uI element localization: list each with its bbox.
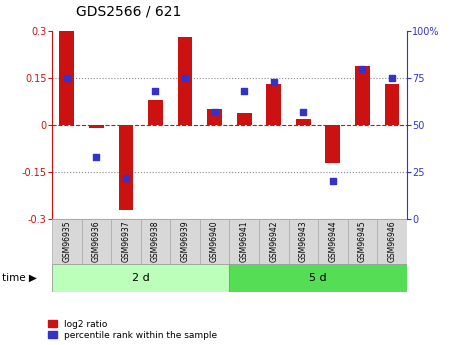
Text: GSM96941: GSM96941 — [240, 221, 249, 262]
Text: GSM96940: GSM96940 — [210, 221, 219, 262]
Text: GDS2566 / 621: GDS2566 / 621 — [76, 5, 181, 19]
Text: GSM96946: GSM96946 — [387, 221, 396, 262]
Point — [240, 88, 248, 94]
Point — [122, 175, 130, 180]
Bar — [207, 109, 222, 125]
Text: GSM96939: GSM96939 — [181, 221, 190, 262]
Bar — [229, 219, 259, 264]
Bar — [52, 219, 81, 264]
Bar — [200, 219, 229, 264]
Text: GSM96944: GSM96944 — [328, 221, 337, 262]
Bar — [140, 219, 170, 264]
Bar — [178, 37, 193, 125]
Bar — [81, 219, 111, 264]
Point — [152, 88, 159, 94]
Bar — [385, 84, 399, 125]
Text: time ▶: time ▶ — [2, 273, 37, 283]
Bar — [259, 219, 289, 264]
Bar — [348, 219, 377, 264]
Bar — [148, 100, 163, 125]
Point — [181, 75, 189, 81]
Point — [388, 75, 396, 81]
Point — [359, 66, 366, 71]
Bar — [119, 125, 133, 210]
Text: GSM96942: GSM96942 — [269, 221, 278, 262]
Text: GSM96938: GSM96938 — [151, 221, 160, 262]
Point — [93, 154, 100, 160]
Text: GSM96936: GSM96936 — [92, 221, 101, 262]
Bar — [237, 112, 252, 125]
Text: GSM96937: GSM96937 — [122, 221, 131, 262]
Text: 2 d: 2 d — [132, 273, 149, 283]
Text: GSM96945: GSM96945 — [358, 221, 367, 262]
Bar — [296, 119, 311, 125]
Text: GSM96943: GSM96943 — [299, 221, 308, 262]
Bar — [170, 219, 200, 264]
Bar — [89, 125, 104, 128]
Bar — [318, 219, 348, 264]
Bar — [325, 125, 340, 162]
Point — [211, 109, 219, 115]
Legend: log2 ratio, percentile rank within the sample: log2 ratio, percentile rank within the s… — [47, 319, 218, 341]
Bar — [289, 219, 318, 264]
Bar — [60, 31, 74, 125]
Text: 5 d: 5 d — [309, 273, 327, 283]
Bar — [377, 219, 407, 264]
Bar — [229, 264, 407, 292]
Point — [299, 109, 307, 115]
Text: GSM96935: GSM96935 — [62, 221, 71, 262]
Bar — [266, 84, 281, 125]
Point — [270, 79, 278, 85]
Point — [329, 179, 337, 184]
Bar — [355, 66, 370, 125]
Point — [63, 75, 70, 81]
Bar — [52, 264, 229, 292]
Bar — [111, 219, 140, 264]
